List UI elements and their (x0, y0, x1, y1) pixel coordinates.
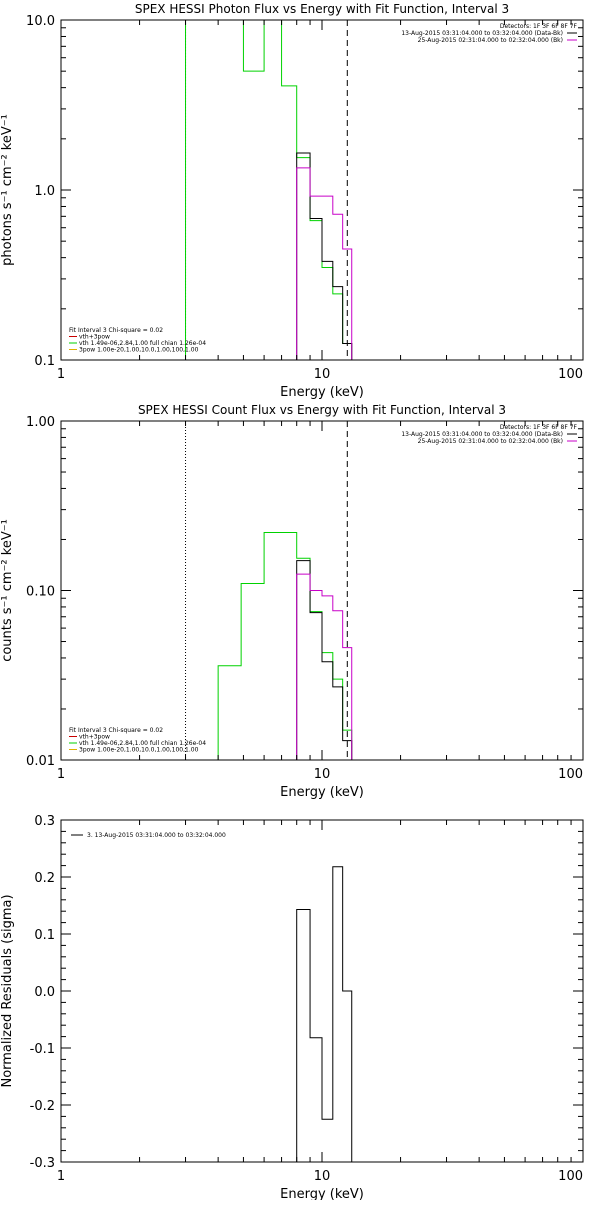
detectors-label: Detectors: 1F 3F 6F 8F 7F (500, 424, 578, 431)
chart-panel-3: 1 10 100 -0.3 -0.2 -0.1 0.0 0.1 0.2 0.3 Energy (ke… (0, 814, 584, 1202)
plot-area (185, 20, 361, 360)
series-2-line (296, 560, 353, 760)
plot-frame (60, 19, 584, 361)
x-axis-label: Energy (keV) (280, 1187, 364, 1200)
fit-info-line: vth 1.49e-06,2.84,1.00 full chian 1.26e-… (79, 740, 206, 747)
y-tick-label: 0.01 (26, 754, 55, 769)
x-axis-label: Energy (keV) (280, 785, 364, 800)
legend-entry: 25-Aug-2015 02:31:04.000 to 02:32:04.000… (418, 37, 563, 44)
y-tick-label: 1.0 (34, 184, 55, 199)
x-tick-label: 10 (314, 367, 331, 382)
x-tick-label: 100 (558, 1169, 583, 1184)
fit-info-line: vth+3pow (79, 734, 110, 741)
detectors-label: Detectors: 1F 3F 6F 8F 7F (500, 23, 578, 30)
fit-info-line: vth+3pow (79, 334, 110, 341)
legend-entry: 13-Aug-2015 03:31:04.000 to 03:32:04.000… (401, 431, 563, 438)
fit-info-line: 3pow 1.00e-20,1.00,10.0,1.00,100,1.00 (79, 347, 199, 354)
x-tick-label: 1 (57, 1169, 65, 1184)
y-tick-label: -0.3 (30, 1156, 55, 1171)
series-1-line (217, 531, 361, 760)
y-tick-label: 0.1 (34, 354, 55, 369)
y-tick-label: 1.00 (26, 415, 55, 430)
x-tick-label: 10 (314, 1169, 331, 1184)
y-tick-label: 0.1 (34, 928, 55, 943)
x-axis-label: Energy (keV) (280, 385, 364, 400)
chart-title: SPEX HESSI Count Flux vs Energy with Fit… (138, 403, 506, 417)
fit-info-line: Fit Interval 3 Chi-square = 0.02 (69, 327, 163, 334)
legend-entry: 13-Aug-2015 03:31:04.000 to 03:32:04.000… (401, 30, 563, 37)
fit-info-line: vth 1.49e-06,2.84,1.00 full chian 1.26e-… (79, 340, 206, 347)
y-tick-label: 0.3 (34, 814, 55, 829)
plot-area (185, 421, 361, 760)
x-tick-label: 100 (558, 767, 583, 782)
series-2-line (296, 152, 353, 360)
legend-entry: 3. 13-Aug-2015 03:31:04.000 to 03:32:04.… (87, 832, 226, 839)
series-1-line (296, 866, 353, 1162)
y-axis-label: counts s⁻¹ cm⁻² keV⁻¹ (0, 519, 15, 662)
fit-info-line: 3pow 1.00e-20,1.00,10.0,1.00,100,1.00 (79, 747, 199, 754)
series-3-line (296, 573, 361, 760)
legend-entry: 25-Aug-2015 02:31:04.000 to 02:32:04.000… (418, 438, 563, 445)
chart-panel-1: 1 10 100 0.1 1.0 10.0 SPEX HESSI Photon Flux v… (0, 2, 584, 400)
y-tick-label: 0.2 (34, 871, 55, 886)
y-tick-label: 10.0 (26, 14, 55, 29)
y-tick-label: 0.10 (26, 585, 55, 600)
y-axis-label: Normalized Residuals (sigma) (0, 894, 15, 1087)
x-tick-label: 1 (57, 767, 65, 782)
y-tick-label: -0.2 (30, 1099, 55, 1114)
series-3-line (296, 167, 361, 360)
y-tick-label: -0.1 (30, 1042, 55, 1057)
fit-info-line: Fit Interval 3 Chi-square = 0.02 (69, 727, 163, 734)
chart-title: SPEX HESSI Photon Flux vs Energy with Fi… (135, 2, 509, 16)
x-tick-label: 100 (558, 367, 583, 382)
y-axis-label: photons s⁻¹ cm⁻² keV⁻¹ (0, 114, 15, 266)
y-tick-label: 0.0 (34, 985, 55, 1000)
plot-area (296, 866, 353, 1162)
chart-panel-2: 1 10 100 0.01 0.10 1.00 SPEX HESSI Count Flux … (0, 403, 584, 800)
x-tick-label: 10 (314, 767, 331, 782)
series-1-line (185, 20, 361, 360)
x-tick-label: 1 (57, 367, 65, 382)
